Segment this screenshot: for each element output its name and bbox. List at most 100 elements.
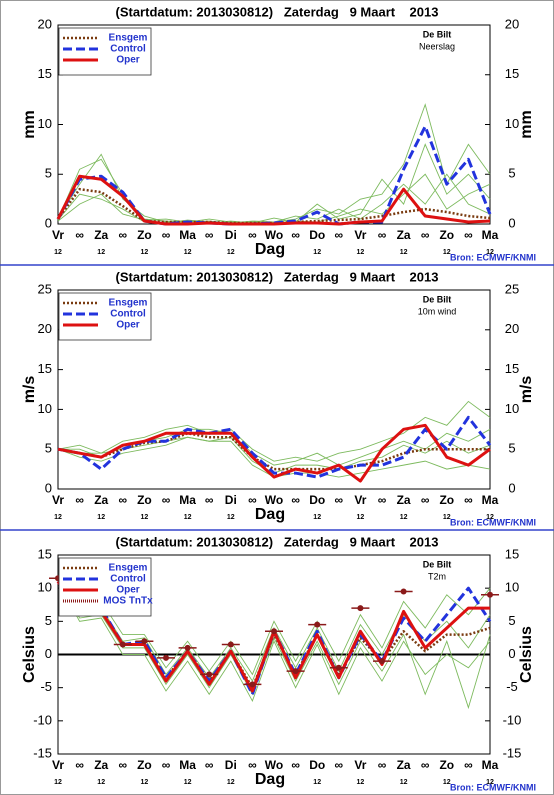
y2-tick-label: 15 [505,361,519,376]
x-sub-label: 12 [227,249,235,256]
x-tick-label: Vr [354,228,366,242]
y2-axis-title: Celsius [518,626,535,683]
x-tick-label: ∞ [248,758,257,772]
x-tick-label: Za [94,228,108,242]
y2-tick-label: 20 [505,321,519,336]
y-tick-label: -15 [33,745,52,760]
x-tick-label: Za [94,758,108,772]
legend-label: Control [110,574,146,585]
x-sub-label: 12 [54,249,62,256]
legend-label: Oper [116,55,139,66]
x-sub-label: 12 [357,249,365,256]
y-tick-label: 25 [38,281,52,296]
y-tick-label: 10 [38,401,52,416]
x-tick-label: Ma [179,228,196,242]
x-tick-label: Wo [265,493,283,507]
series-line [57,432,490,471]
x-tick-label: ∞ [248,493,257,507]
y-tick-label: 0 [45,215,52,230]
y-tick-label: 5 [45,613,52,628]
legend-label: MOS TnTx [103,596,153,607]
series-line [57,415,492,479]
y-tick-label: 20 [38,321,52,336]
y2-tick-label: -15 [503,745,522,760]
station: De Bilt [423,559,452,569]
mos-point [141,638,148,645]
station: De Bilt [423,294,452,304]
y-tick-label: -10 [33,712,52,727]
x-tick-label: ∞ [335,493,344,507]
x-tick-label: ∞ [378,228,387,242]
ensemble-member [57,581,491,710]
x-sub-label: 12 [227,779,235,786]
x-axis-title: Dag [255,771,285,788]
x-tick-label: ∞ [75,493,84,507]
x-sub-label: 12 [184,249,192,256]
y-tick-label: -5 [40,679,52,694]
x-tick-label: Di [225,758,237,772]
x-tick-label: ∞ [291,493,300,507]
y-tick-label: 5 [45,166,52,181]
x-sub-label: 12 [400,779,408,786]
mos-point [249,681,256,688]
mos-point [487,591,493,598]
x-tick-label: ∞ [291,228,300,242]
legend-label: Control [110,44,146,55]
x-tick-label: Ma [179,493,196,507]
y-axis-title: mm [21,110,38,138]
x-tick-label: Zo [137,758,152,772]
x-tick-label: Do [309,228,325,242]
x-sub-label: 12 [313,514,321,521]
x-sub-label: 12 [443,514,451,521]
y-tick-label: 5 [45,441,52,456]
x-tick-label: ∞ [378,758,387,772]
x-tick-label: Do [309,758,325,772]
series-line [57,423,491,483]
x-tick-label: ∞ [162,228,171,242]
y-tick-label: 0 [45,646,52,661]
x-sub-label: 12 [443,249,451,256]
legend-label: Ensgem [109,33,148,44]
y2-tick-label: 10 [505,401,519,416]
ensemble-member [57,103,491,224]
x-tick-label: ∞ [248,228,257,242]
y-tick-label: 10 [38,580,52,595]
x-sub-label: 12 [54,779,62,786]
x-tick-label: Za [397,493,411,507]
y-tick-label: 20 [38,16,52,31]
ensemble-member [57,436,491,474]
x-tick-label: ∞ [464,758,473,772]
x-sub-label: 12 [313,249,321,256]
station: De Bilt [423,29,452,39]
x-sub-label: 12 [400,249,408,256]
x-tick-label: Wo [265,228,283,242]
x-tick-label: Zo [137,228,152,242]
x-tick-label: ∞ [75,758,84,772]
x-tick-label: Do [309,493,325,507]
plot-frame [57,289,491,490]
x-sub-label: 12 [400,514,408,521]
y2-tick-label: 5 [508,441,515,456]
legend-box [58,557,152,617]
x-tick-label: Di [225,228,237,242]
x-tick-label: ∞ [378,493,387,507]
y-tick-label: 0 [45,480,52,495]
x-tick-label: ∞ [421,493,430,507]
x-sub-label: 12 [443,779,451,786]
x-tick-label: Zo [137,493,152,507]
x-tick-label: ∞ [291,758,300,772]
mos-point [314,621,321,628]
x-sub-label: 12 [184,514,192,521]
x-tick-label: Zo [439,493,454,507]
x-tick-label: Di [225,493,237,507]
x-axis-title: Dag [255,506,285,523]
y2-tick-label: -10 [503,712,522,727]
x-tick-label: ∞ [162,758,171,772]
mos-point [163,654,169,661]
x-sub-label: 12 [227,514,235,521]
x-tick-label: Za [397,228,411,242]
x-sub-label: 12 [313,779,321,786]
ensemble-member [57,143,491,224]
